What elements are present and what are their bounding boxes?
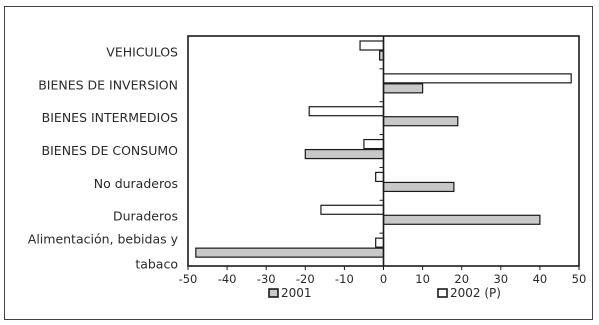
category-label: BIENES DE INVERSION [38,77,178,92]
axis-group [187,35,580,270]
bar-2002-2 [308,106,385,117]
bars-group [195,40,572,258]
x-tick-label: 10 [415,272,430,286]
category-label: tabaco [135,257,178,272]
bar-2002-6 [375,237,385,248]
bar-chart: VEHICULOS BIENES DE INVERSION BIENES INTER… [28,35,587,300]
bar-2001-3 [304,148,385,160]
chart-frame: VEHICULOS BIENES DE INVERSION BIENES INTER… [4,6,593,320]
bar-2001-4 [382,181,455,193]
x-tick-label: 0 [380,272,387,286]
category-label: Duraderos [113,209,178,224]
x-tick-label: -40 [218,272,237,286]
legend-swatch [268,288,279,298]
bar-2001-5 [382,214,541,225]
legend-label: 2001 [281,286,312,300]
bar-2002-3 [363,138,385,150]
category-label: BIENES DE CONSUMO [42,143,179,158]
bar-2002-0 [359,40,385,51]
bar-2002-4 [375,171,385,183]
category-label: Alimentación, bebidas y [28,232,179,247]
bar-2002-1 [382,73,572,84]
x-tick-label: 30 [493,272,508,286]
x-tick-label: -10 [335,272,354,286]
bar-2001-1 [382,83,424,94]
category-labels: VEHICULOS BIENES DE INVERSION BIENES INTER… [28,44,179,271]
x-tick-label: -30 [257,272,276,286]
x-tick-label: 40 [533,272,548,286]
category-label: VEHICULOS [106,44,178,59]
legend-label: 2002 (P) [450,286,501,300]
legend: 2001 2002 (P) [268,286,501,300]
legend-swatch [437,288,448,298]
category-label: No duraderos [94,176,178,191]
x-tick-label: -20 [296,272,315,286]
x-tick-label: 20 [454,272,469,286]
bar-2001-2 [382,116,459,127]
bar-2002-5 [320,204,385,215]
bar-2001-6 [195,247,385,258]
tick-labels: -50 -40 -30 -20 -10 0 10 20 30 40 50 [179,272,587,286]
x-tick-label: -50 [179,272,198,286]
x-tick-label: 50 [572,272,587,286]
category-label: BIENES INTERMEDIOS [42,110,178,125]
